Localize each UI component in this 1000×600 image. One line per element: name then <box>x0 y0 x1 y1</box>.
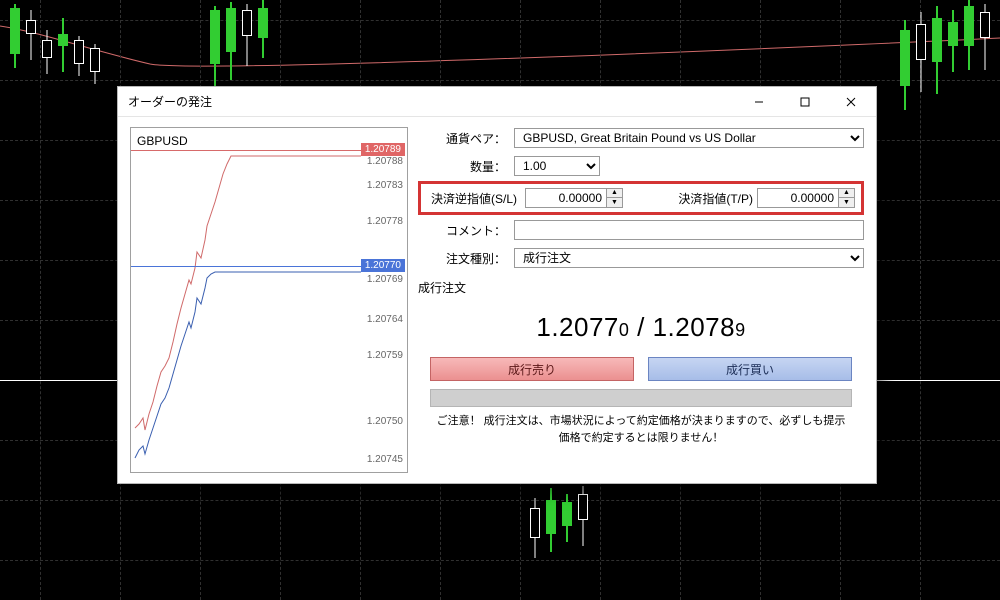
minichart-axis-label: 1.20750 <box>367 416 403 427</box>
tp-down-icon[interactable]: ▼ <box>839 198 854 207</box>
sl-down-icon[interactable]: ▼ <box>607 198 622 207</box>
minichart-ask-tag: 1.20789 <box>361 143 405 156</box>
tick-chart: GBPUSD 1.207881.207831.207781.207691.207… <box>130 127 408 473</box>
comment-label: コメント： <box>418 222 510 239</box>
tp-up-icon[interactable]: ▲ <box>839 189 854 198</box>
minichart-axis-label: 1.20778 <box>367 216 403 227</box>
minichart-axis-label: 1.20769 <box>367 274 403 285</box>
order-form: 通貨ペア： GBPUSD, Great Britain Pound vs US … <box>418 127 864 475</box>
dialog-title: オーダーの発注 <box>128 93 212 110</box>
pair-label: 通貨ペア： <box>418 130 510 147</box>
maximize-button[interactable] <box>782 88 828 116</box>
tp-label: 決済指値(T/P) <box>678 190 753 207</box>
sl-field[interactable] <box>525 188 607 208</box>
minichart-lines <box>131 128 363 474</box>
minichart-axis-label: 1.20759 <box>367 350 403 361</box>
buy-button[interactable]: 成行買い <box>648 357 852 381</box>
ordertype-select[interactable]: 成行注文 <box>514 248 864 268</box>
minichart-bid-line <box>131 266 361 267</box>
volume-select[interactable]: 1.00 <box>514 156 600 176</box>
comment-field[interactable] <box>514 220 864 240</box>
sl-up-icon[interactable]: ▲ <box>607 189 622 198</box>
tp-input[interactable]: ▲▼ <box>757 188 855 208</box>
minichart-ask-line <box>131 150 361 151</box>
sl-label: 決済逆指値(S/L) <box>427 190 521 207</box>
quote-price: 1.20770 / 1.20789 <box>418 300 864 357</box>
sl-tp-row: 決済逆指値(S/L) ▲▼ 決済指値(T/P) ▲▼ <box>418 181 864 215</box>
sl-input[interactable]: ▲▼ <box>525 188 623 208</box>
market-order-label: 成行注文 <box>418 279 864 296</box>
pair-select[interactable]: GBPUSD, Great Britain Pound vs US Dollar <box>514 128 864 148</box>
minichart-axis-label: 1.20783 <box>367 180 403 191</box>
close-button[interactable] <box>828 88 874 116</box>
ordertype-label: 注文種別： <box>418 250 510 267</box>
notice-text: ご注意！ 成行注文は、市場状況によって約定価格が決まりますので、必ずしも提示価格… <box>418 407 864 446</box>
tp-field[interactable] <box>757 188 839 208</box>
order-dialog: オーダーの発注 GBPUSD 1.207881.207831.207781.20… <box>117 86 877 484</box>
titlebar[interactable]: オーダーの発注 <box>118 87 876 117</box>
minichart-axis-label: 1.20745 <box>367 454 403 465</box>
sell-button[interactable]: 成行売り <box>430 357 634 381</box>
status-bar <box>430 389 852 407</box>
minichart-axis-label: 1.20788 <box>367 156 403 167</box>
minichart-bid-tag: 1.20770 <box>361 259 405 272</box>
minimize-button[interactable] <box>736 88 782 116</box>
minichart-axis-label: 1.20764 <box>367 314 403 325</box>
volume-label: 数量： <box>418 158 510 175</box>
